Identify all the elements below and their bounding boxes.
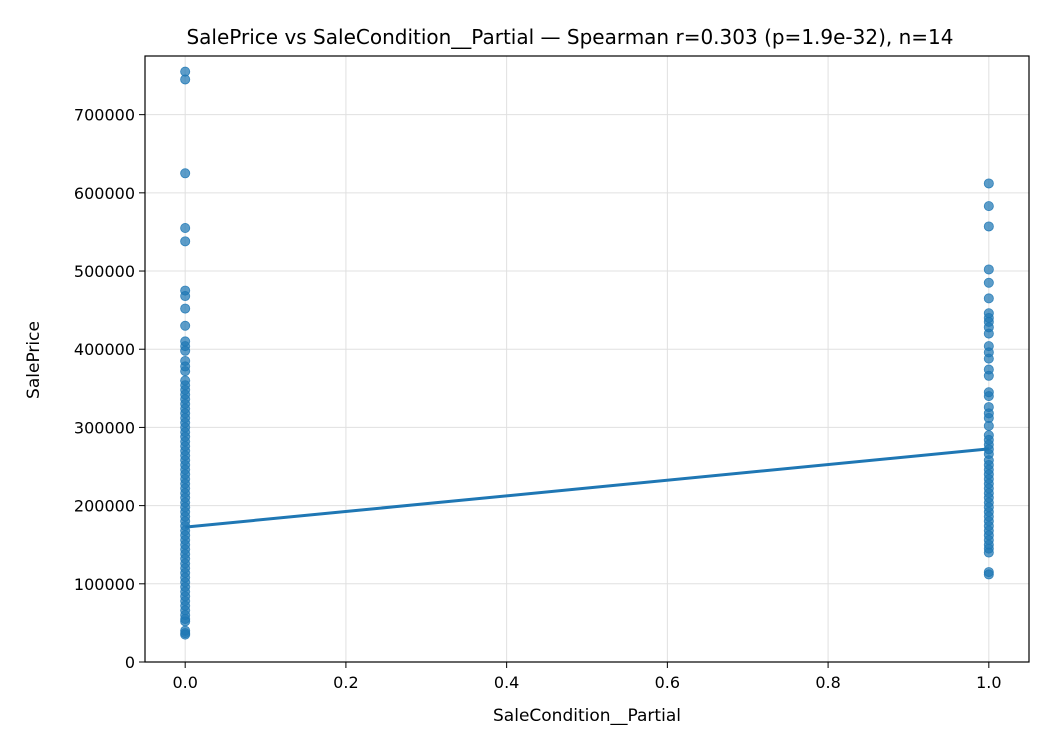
data-point (983, 221, 994, 232)
data-point (983, 293, 994, 304)
y-tick-label: 200000 (74, 497, 135, 516)
data-point (983, 569, 994, 580)
data-point (180, 629, 191, 640)
data-point (983, 178, 994, 189)
x-tick-label: 1.0 (976, 673, 1001, 692)
x-tick-label: 0.6 (655, 673, 680, 692)
chart-title: SalePrice vs SaleCondition__Partial — Sp… (186, 25, 953, 49)
y-tick-label: 400000 (74, 340, 135, 359)
y-tick-label: 500000 (74, 262, 135, 281)
data-point (983, 547, 994, 558)
data-point (983, 370, 994, 381)
data-point (180, 74, 191, 85)
x-axis: 0.0 0.2 0.4 0.6 0.8 1.0 (172, 662, 1002, 692)
data-point (983, 353, 994, 364)
data-point (180, 616, 191, 627)
plot-frame (144, 55, 1030, 663)
grid (145, 56, 1029, 663)
data-point (180, 345, 191, 356)
trend-line-group (185, 447, 989, 529)
trend-line (185, 447, 989, 529)
y-axis-label: SalePrice (24, 321, 44, 399)
y-tick-label: 600000 (74, 184, 135, 203)
data-point (180, 223, 191, 234)
data-point (180, 168, 191, 179)
data-point (983, 264, 994, 275)
y-tick-label: 700000 (74, 106, 135, 125)
data-point (180, 291, 191, 302)
data-point (983, 328, 994, 339)
data-point (180, 303, 191, 314)
data-point (983, 391, 994, 402)
data-points (180, 66, 994, 640)
data-point (180, 366, 191, 377)
x-axis-label: SaleCondition__Partial (493, 706, 681, 726)
data-point (180, 236, 191, 247)
data-point (983, 201, 994, 212)
y-tick-label: 0 (125, 653, 135, 672)
data-point (180, 320, 191, 331)
x-tick-label: 0.0 (172, 673, 197, 692)
y-tick-label: 100000 (74, 575, 135, 594)
data-point (983, 420, 994, 431)
y-tick-label: 300000 (74, 418, 135, 437)
x-tick-label: 0.2 (333, 673, 358, 692)
y-axis: 0 100000 200000 300000 400000 500000 600000 700… (74, 106, 145, 672)
x-tick-label: 0.4 (494, 673, 519, 692)
x-tick-label: 0.8 (815, 673, 840, 692)
data-point (983, 277, 994, 288)
